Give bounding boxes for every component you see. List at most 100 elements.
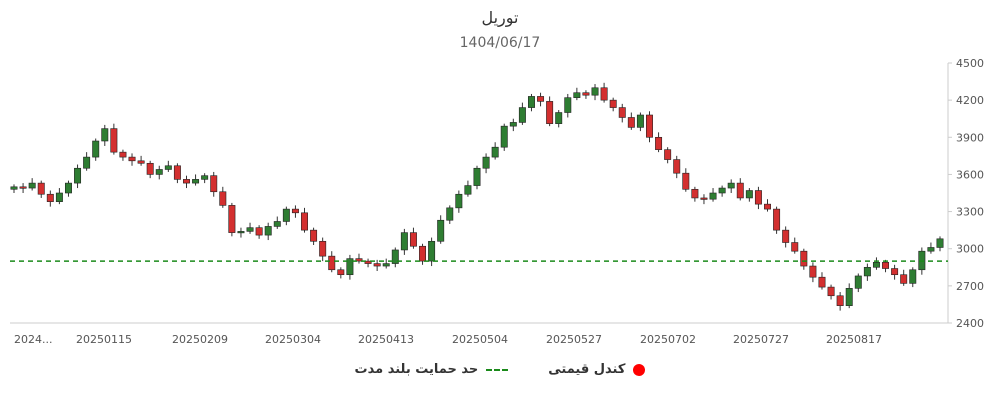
candle-body [700,197,708,200]
chart-subtitle: 1404/06/17 [459,35,541,51]
candle-body [836,295,844,306]
candle-body [582,92,590,96]
y-tick-label: 3300 [956,206,984,219]
candle-body [745,190,753,199]
candle-body [128,156,136,162]
candle-body [791,242,799,252]
candle-body [437,219,445,242]
candle-body [64,182,72,194]
candle-body [428,240,436,262]
candle-body [827,286,835,297]
y-tick-label: 2400 [956,317,984,330]
candle-body [10,186,18,190]
candle-body [74,167,82,184]
candle-body [691,188,699,199]
candle-body [164,165,172,170]
candle-body [92,140,100,158]
candle-body [664,149,672,160]
candle-body [83,156,91,169]
legend-label-candle: کندل قیمتی [548,362,626,377]
candle-body [464,185,472,195]
y-tick-label: 4500 [956,57,984,70]
candle-body [773,208,781,231]
candle-body [900,274,908,284]
chart-title: توریل [481,8,519,27]
x-tick-label: 20250304 [265,333,321,346]
candle-body [246,227,254,232]
candle-body [646,114,653,138]
candle-body [818,276,826,288]
legend-label-support: حد حمایت بلند مدت [354,362,479,377]
candle-body [264,226,272,236]
x-tick-label: 20250504 [452,333,508,346]
candle-body [682,172,690,190]
candle-body [936,238,944,248]
candle-body [509,122,517,127]
legend-item-candle[interactable]: کندل قیمتی [548,362,646,377]
candle-body [310,229,318,242]
candle-body [291,208,299,214]
x-tick-label: 20250817 [826,333,882,346]
candle-body [564,97,572,113]
candle-body [618,107,626,118]
candle-body [364,260,372,264]
candle-body [337,269,345,276]
candle-body [863,266,871,277]
candle-body [627,117,635,128]
y-tick-label: 4200 [956,94,984,107]
candle-body [845,288,853,306]
candle-body [355,258,363,262]
legend-item-support[interactable]: حد حمایت بلند مدت [355,362,509,377]
candle-body [19,186,27,189]
dashed-line-icon [486,368,509,371]
candle-body [201,175,209,180]
candle-body [382,263,390,267]
candle-body [891,268,899,276]
candle-body [346,258,354,276]
candle-body [909,269,917,284]
candle-body [228,205,236,233]
candle-body [282,208,290,222]
candle-body [537,96,545,102]
candle-body [55,192,63,202]
candle-body [101,128,109,142]
candle-body [409,232,417,247]
x-tick-label: 20250727 [733,333,789,346]
candle-body [173,165,181,180]
x-tick-label: 2024... [14,333,52,346]
candle-body [764,203,771,210]
candle-body [119,151,127,158]
candle-body [455,193,463,209]
red-circle-icon [633,363,646,376]
candle-body [527,96,535,108]
candle-body [46,193,54,202]
candle-body [636,114,644,128]
candle-body [491,146,499,158]
x-tick-label: 20250413 [358,333,414,346]
candle-body [328,255,336,271]
x-tick-label: 20250702 [640,333,696,346]
candle-body [655,136,663,150]
candle-body [609,99,617,108]
candle-body [555,112,563,124]
candle-body [110,128,118,153]
candle-body [882,262,890,269]
candle-body [192,179,200,184]
candle-body [718,187,726,194]
candle-body [872,262,880,268]
chart-legend: حد حمایت بلند مدت کندل قیمتی [0,362,1000,377]
candle-body [500,125,508,148]
candle-body [219,191,227,206]
candle-body [600,87,608,101]
candle-body [673,159,681,174]
candle-body [727,182,735,189]
x-tick-label: 20250209 [172,333,228,346]
y-tick-label: 3900 [956,131,984,144]
y-tick-label: 3600 [956,168,984,181]
candle-body [591,87,599,96]
candle-body [446,207,454,221]
x-tick-label: 20250527 [546,333,602,346]
candle-body [754,190,762,205]
candle-body [210,175,218,193]
